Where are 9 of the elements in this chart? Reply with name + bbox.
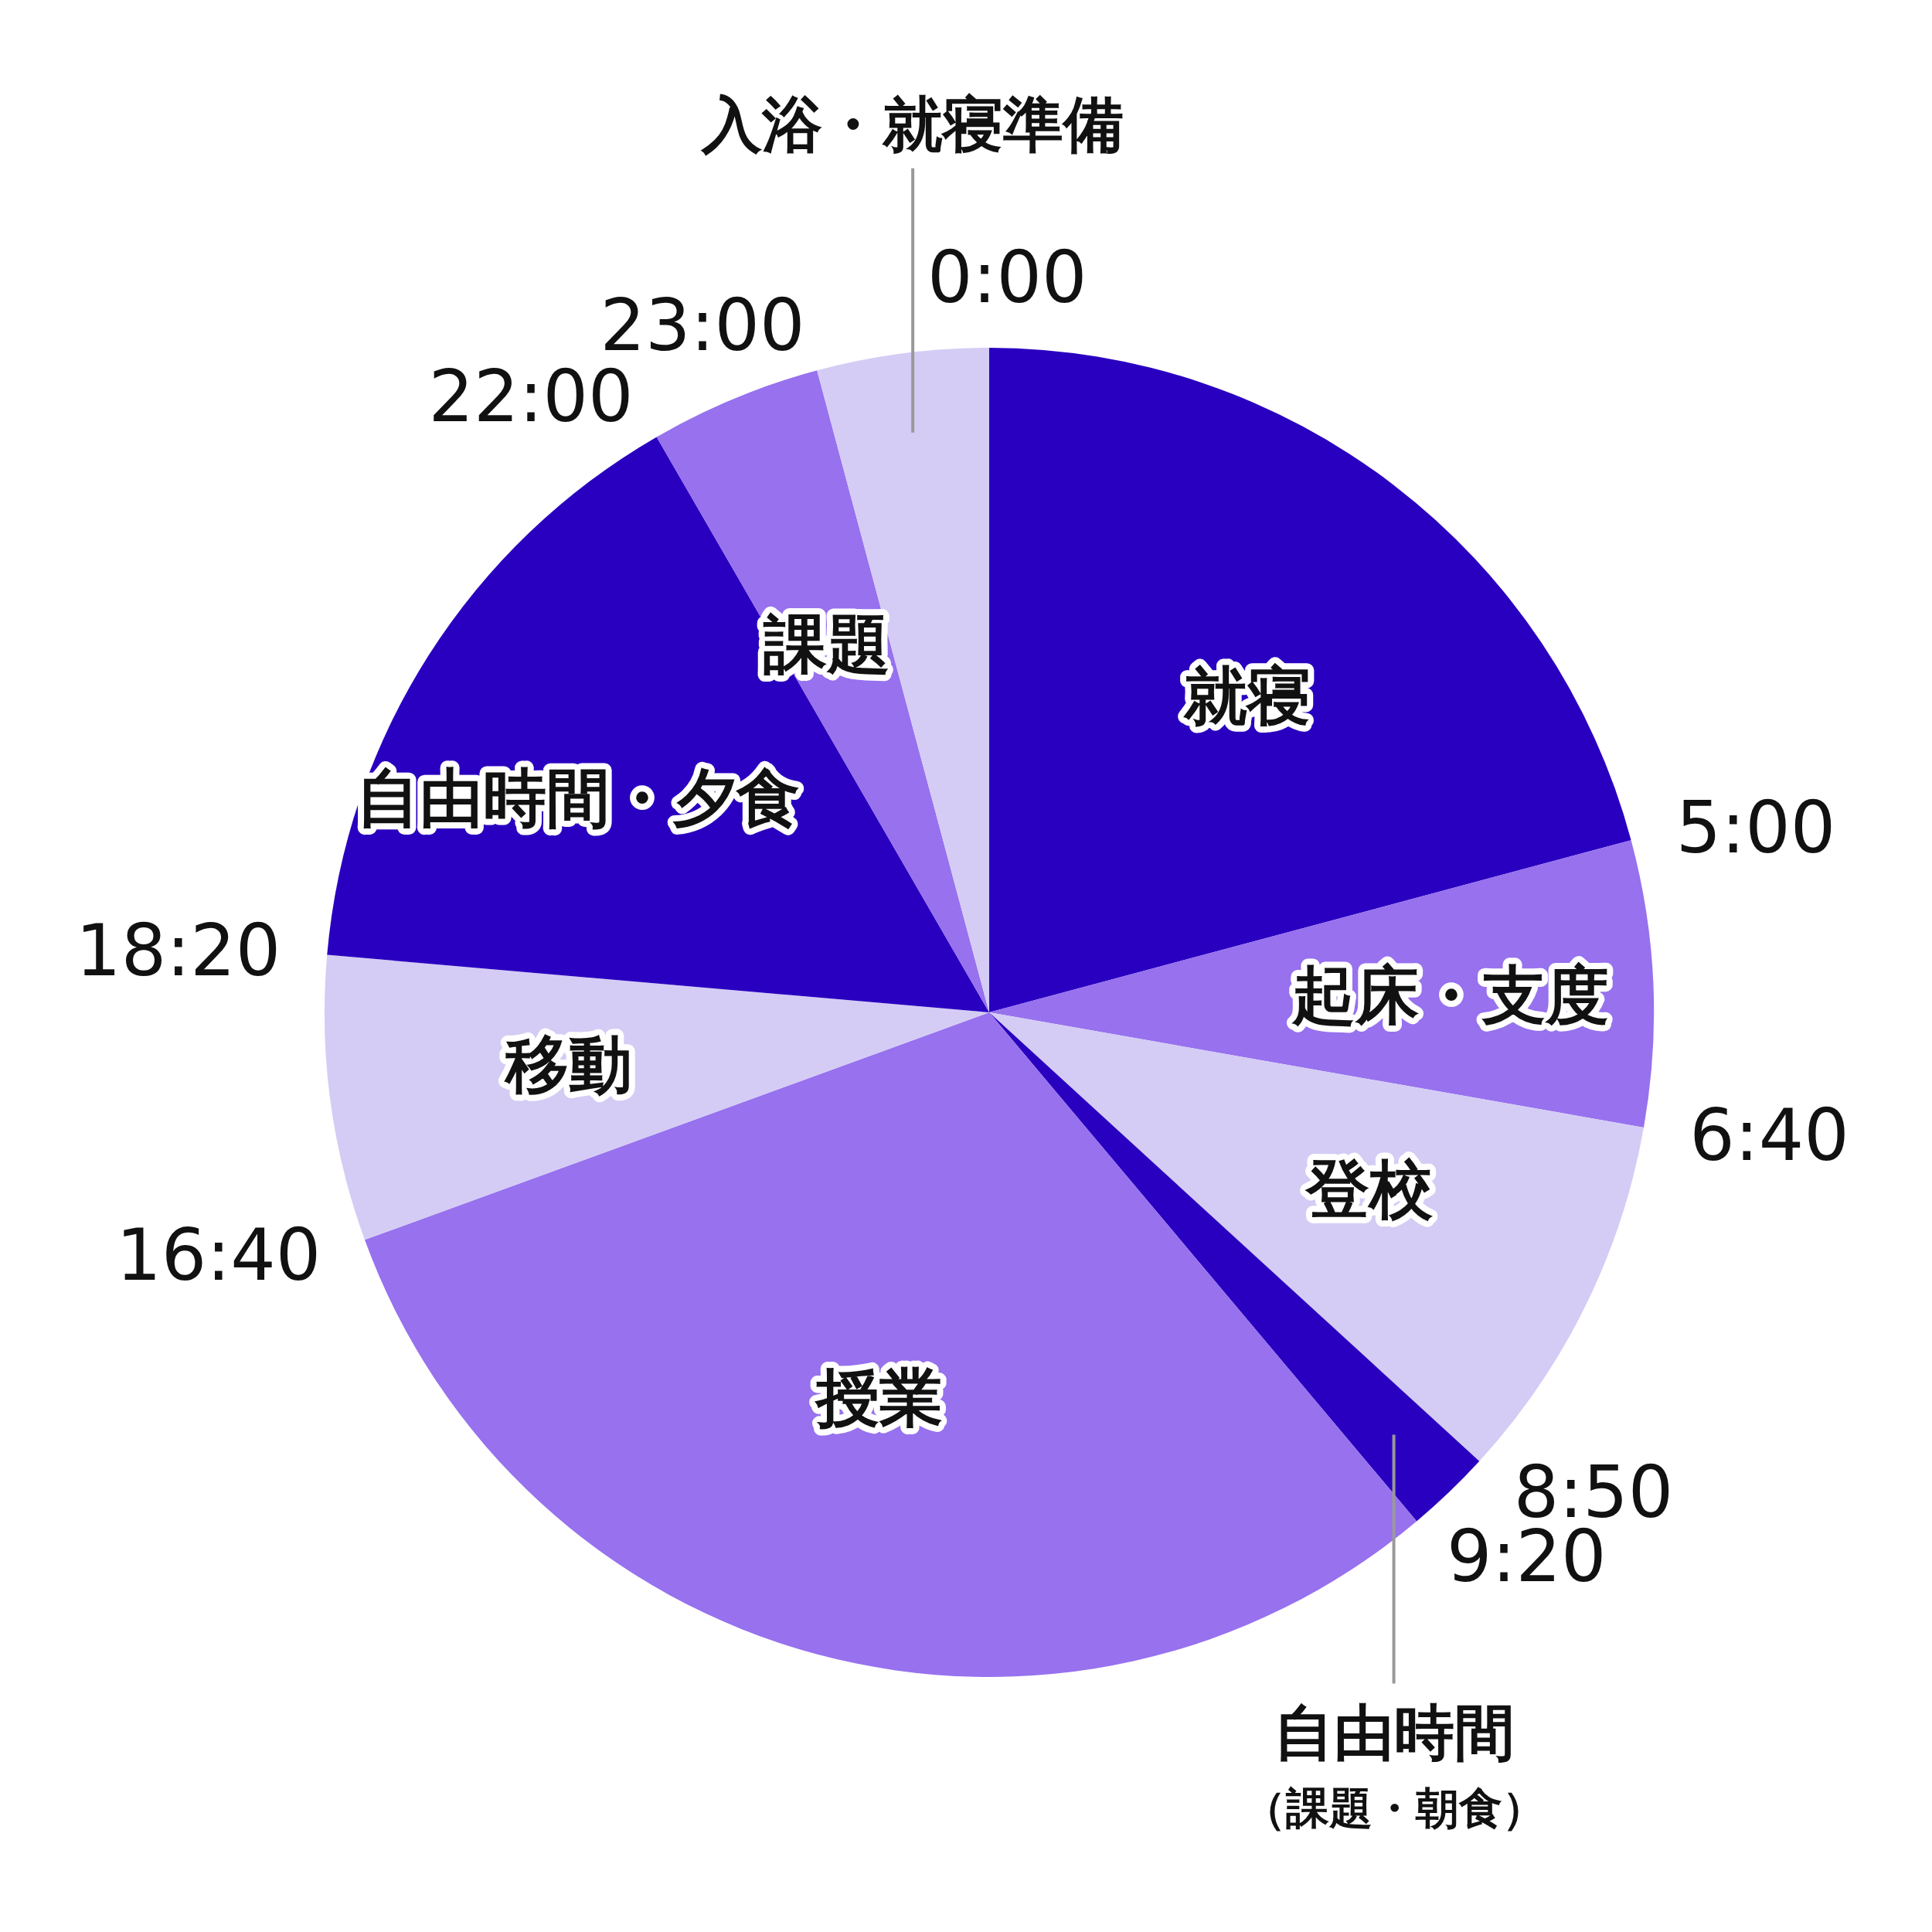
text: 6:40 (1689, 1094, 1849, 1177)
text: 16:40 (116, 1214, 321, 1298)
text: 5:00 (1675, 787, 1836, 870)
slice-label: 移動 (503, 1028, 632, 1102)
slice-label: 自由時間（課題・朝食） (1242, 1697, 1546, 1833)
slice-label: 入浴・就寝準備 (700, 89, 1124, 159)
slice-label: 登校 (1304, 1151, 1434, 1226)
text: 18:20 (76, 909, 281, 992)
text: 0:00 (927, 236, 1087, 320)
